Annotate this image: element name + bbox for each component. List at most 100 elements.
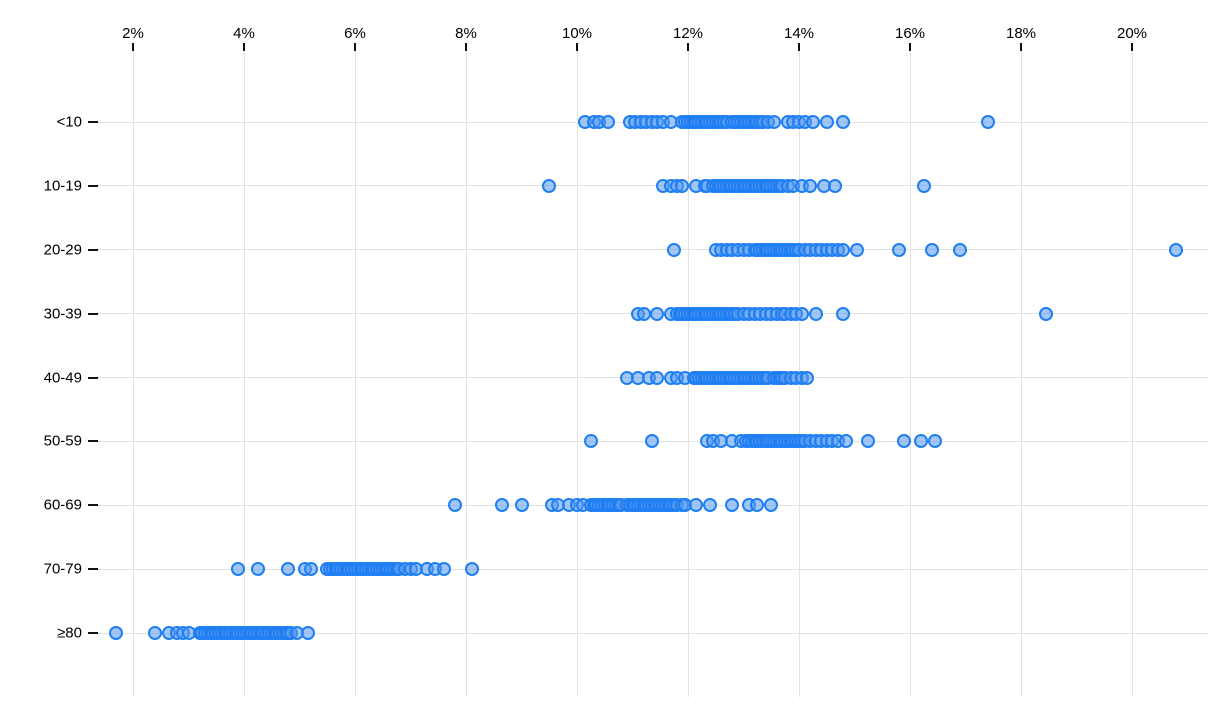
data-point[interactable] bbox=[644, 434, 659, 449]
data-point[interactable] bbox=[689, 498, 704, 513]
x-axis-tick bbox=[798, 43, 800, 51]
x-axis-tick-label: 16% bbox=[894, 25, 926, 42]
y-axis-tick bbox=[88, 312, 98, 315]
data-point[interactable] bbox=[861, 434, 876, 449]
vertical-gridline bbox=[465, 51, 467, 697]
y-axis-category-label: 20-29 bbox=[43, 241, 82, 259]
y-axis-category-label: 40-49 bbox=[43, 369, 82, 386]
y-axis-tick bbox=[88, 121, 98, 123]
horizontal-gridline bbox=[98, 249, 1208, 251]
vertical-gridline bbox=[354, 51, 356, 697]
data-point[interactable] bbox=[897, 434, 912, 449]
x-axis-tick-label: 2% bbox=[122, 25, 144, 42]
data-point[interactable] bbox=[839, 434, 854, 449]
data-point[interactable] bbox=[464, 562, 479, 577]
data-point[interactable] bbox=[300, 626, 315, 640]
data-point[interactable] bbox=[703, 498, 718, 513]
data-point[interactable] bbox=[650, 370, 665, 385]
data-point[interactable] bbox=[927, 434, 942, 449]
data-point[interactable] bbox=[231, 562, 246, 577]
y-axis-category-label: <10 bbox=[56, 113, 82, 131]
y-axis-tick bbox=[88, 440, 98, 443]
horizontal-gridline bbox=[98, 632, 1208, 634]
data-point[interactable] bbox=[1169, 242, 1184, 257]
data-point[interactable] bbox=[148, 626, 163, 640]
x-axis-tick-label: 20% bbox=[1116, 25, 1148, 42]
x-axis-tick bbox=[243, 43, 245, 51]
data-point[interactable] bbox=[495, 498, 510, 513]
data-point[interactable] bbox=[836, 242, 851, 257]
vertical-gridline bbox=[909, 51, 911, 697]
y-axis-category-label: 10-19 bbox=[43, 177, 82, 195]
data-point[interactable] bbox=[828, 178, 843, 193]
data-point[interactable] bbox=[805, 115, 820, 129]
vertical-gridline bbox=[576, 51, 578, 697]
data-point[interactable] bbox=[808, 306, 823, 321]
data-point[interactable] bbox=[836, 115, 851, 129]
x-axis-tick bbox=[132, 43, 134, 51]
data-point[interactable] bbox=[925, 242, 940, 257]
y-axis-tick bbox=[88, 248, 98, 251]
data-point[interactable] bbox=[667, 242, 682, 257]
x-axis-tick bbox=[1131, 43, 1133, 51]
x-axis-tick-label: 8% bbox=[455, 25, 477, 42]
x-axis-tick-label: 18% bbox=[1005, 25, 1037, 42]
data-point[interactable] bbox=[794, 306, 809, 321]
data-point[interactable] bbox=[800, 370, 815, 385]
x-axis-tick-label: 10% bbox=[561, 25, 593, 42]
x-axis-tick bbox=[354, 43, 356, 51]
x-axis-tick-label: 4% bbox=[233, 25, 255, 42]
data-point[interactable] bbox=[250, 562, 265, 577]
vertical-gridline bbox=[243, 51, 245, 697]
data-point[interactable] bbox=[650, 306, 665, 321]
data-point[interactable] bbox=[750, 498, 765, 513]
y-axis-tick bbox=[88, 504, 98, 507]
data-point[interactable] bbox=[436, 562, 451, 577]
y-axis-category-label: 70-79 bbox=[43, 560, 82, 578]
vertical-gridline bbox=[1020, 51, 1022, 697]
vertical-gridline bbox=[132, 51, 134, 697]
data-point[interactable] bbox=[803, 178, 818, 193]
data-point[interactable] bbox=[819, 115, 834, 129]
data-point[interactable] bbox=[836, 306, 851, 321]
data-point[interactable] bbox=[767, 115, 782, 129]
data-point[interactable] bbox=[952, 242, 967, 257]
y-axis-category-label: 60-69 bbox=[43, 496, 82, 514]
data-point[interactable] bbox=[636, 306, 651, 321]
horizontal-gridline bbox=[98, 185, 1208, 187]
data-point[interactable] bbox=[447, 498, 462, 513]
data-point[interactable] bbox=[583, 434, 598, 449]
data-point[interactable] bbox=[980, 115, 995, 129]
x-axis-tick-label: 6% bbox=[344, 25, 366, 42]
data-point[interactable] bbox=[600, 115, 615, 129]
data-point[interactable] bbox=[764, 498, 779, 513]
data-point[interactable] bbox=[542, 178, 557, 193]
y-axis-tick bbox=[88, 568, 98, 571]
horizontal-gridline bbox=[98, 568, 1208, 570]
x-axis-tick-label: 12% bbox=[672, 25, 704, 42]
data-point[interactable] bbox=[675, 178, 690, 193]
y-axis-category-label: 50-59 bbox=[43, 432, 82, 450]
vertical-gridline bbox=[1131, 51, 1133, 697]
data-point[interactable] bbox=[303, 562, 318, 577]
data-point[interactable] bbox=[109, 626, 124, 640]
y-axis-tick bbox=[88, 632, 98, 634]
x-axis-tick-label: 14% bbox=[783, 25, 815, 42]
x-axis-tick bbox=[576, 43, 578, 51]
data-point[interactable] bbox=[1038, 306, 1053, 321]
data-point[interactable] bbox=[916, 178, 931, 193]
x-axis-tick bbox=[909, 43, 911, 51]
data-point[interactable] bbox=[891, 242, 906, 257]
data-point[interactable] bbox=[850, 242, 865, 257]
data-point[interactable] bbox=[914, 434, 929, 449]
x-axis-tick bbox=[465, 43, 467, 51]
y-axis-category-label: 30-39 bbox=[43, 305, 82, 323]
y-axis-category-label: ≥80 bbox=[57, 624, 82, 642]
data-point[interactable] bbox=[281, 562, 296, 577]
x-axis-tick bbox=[687, 43, 689, 51]
data-point[interactable] bbox=[514, 498, 529, 513]
y-axis-tick bbox=[88, 376, 98, 379]
data-point[interactable] bbox=[725, 498, 740, 513]
x-axis-tick bbox=[1020, 43, 1022, 51]
